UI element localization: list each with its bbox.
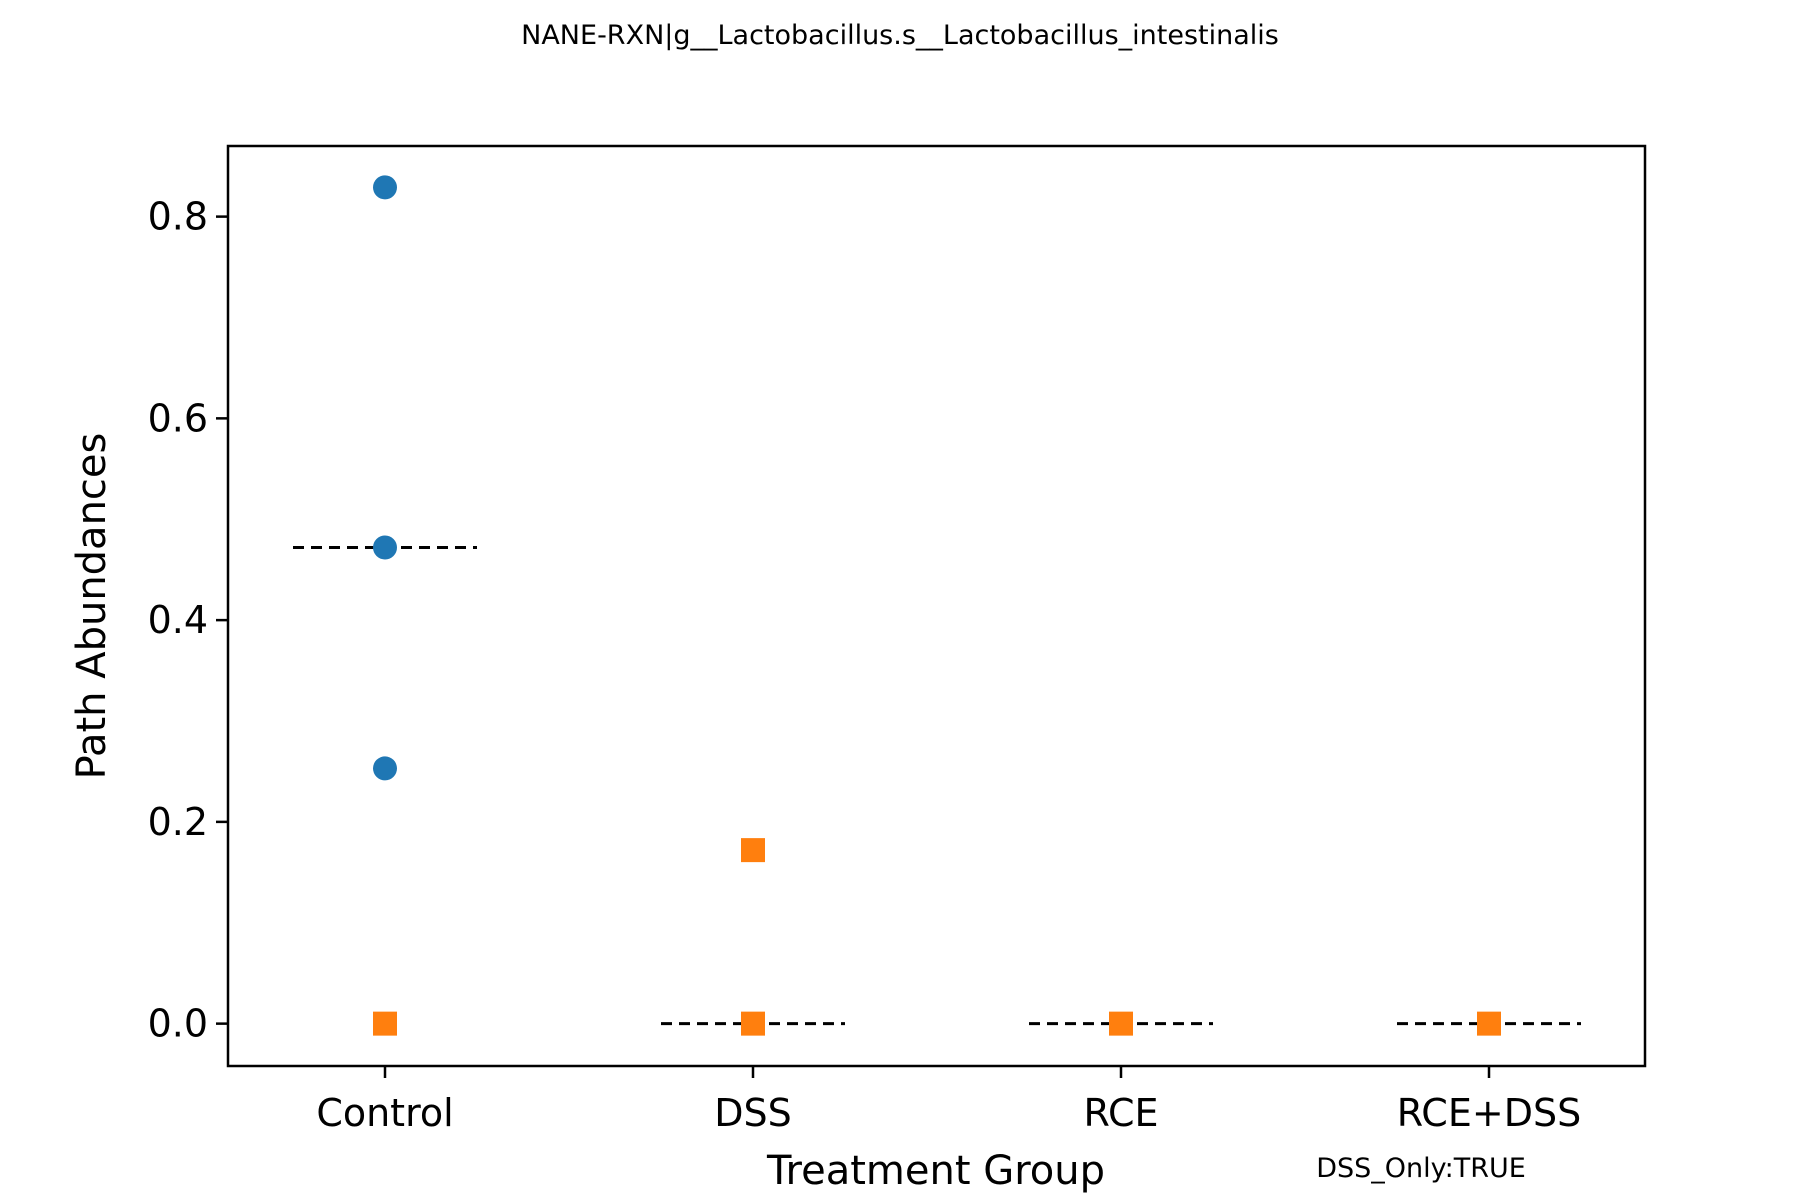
data-point bbox=[373, 756, 397, 781]
x-tick-label: RCE+DSS bbox=[1397, 1091, 1581, 1135]
x-tick-label: RCE bbox=[1083, 1091, 1158, 1135]
data-point bbox=[1109, 1011, 1133, 1036]
y-axis-ticks: 0.0 0.2 0.4 0.6 0.8 bbox=[148, 195, 228, 1046]
data-point bbox=[373, 175, 397, 200]
data-point bbox=[741, 1011, 765, 1036]
group-mean-lines bbox=[293, 545, 1581, 1026]
y-axis-label: Path Abundances bbox=[69, 433, 115, 780]
y-tick-label: 0.4 bbox=[148, 598, 208, 642]
annotation-dss-only: DSS_Only:TRUE bbox=[1316, 1153, 1526, 1184]
y-tick-label: 0.8 bbox=[148, 195, 208, 239]
data-points bbox=[373, 175, 1501, 1036]
data-point bbox=[741, 838, 765, 863]
y-tick-label: 0.0 bbox=[148, 1002, 208, 1046]
data-point bbox=[373, 535, 397, 560]
data-point bbox=[1477, 1011, 1501, 1036]
data-point bbox=[373, 1011, 397, 1036]
y-tick-label: 0.6 bbox=[148, 396, 208, 440]
x-axis-ticks: Control DSS RCE RCE+DSS bbox=[316, 1066, 1581, 1135]
y-tick-label: 0.2 bbox=[148, 800, 208, 844]
x-tick-label: Control bbox=[316, 1091, 453, 1135]
x-tick-label: DSS bbox=[714, 1091, 792, 1135]
plot-frame bbox=[226, 144, 1647, 1068]
x-axis-label: Treatment Group bbox=[766, 1148, 1105, 1194]
chart-title: NANE-RXN|g__Lactobacillus.s__Lactobacill… bbox=[521, 20, 1279, 51]
